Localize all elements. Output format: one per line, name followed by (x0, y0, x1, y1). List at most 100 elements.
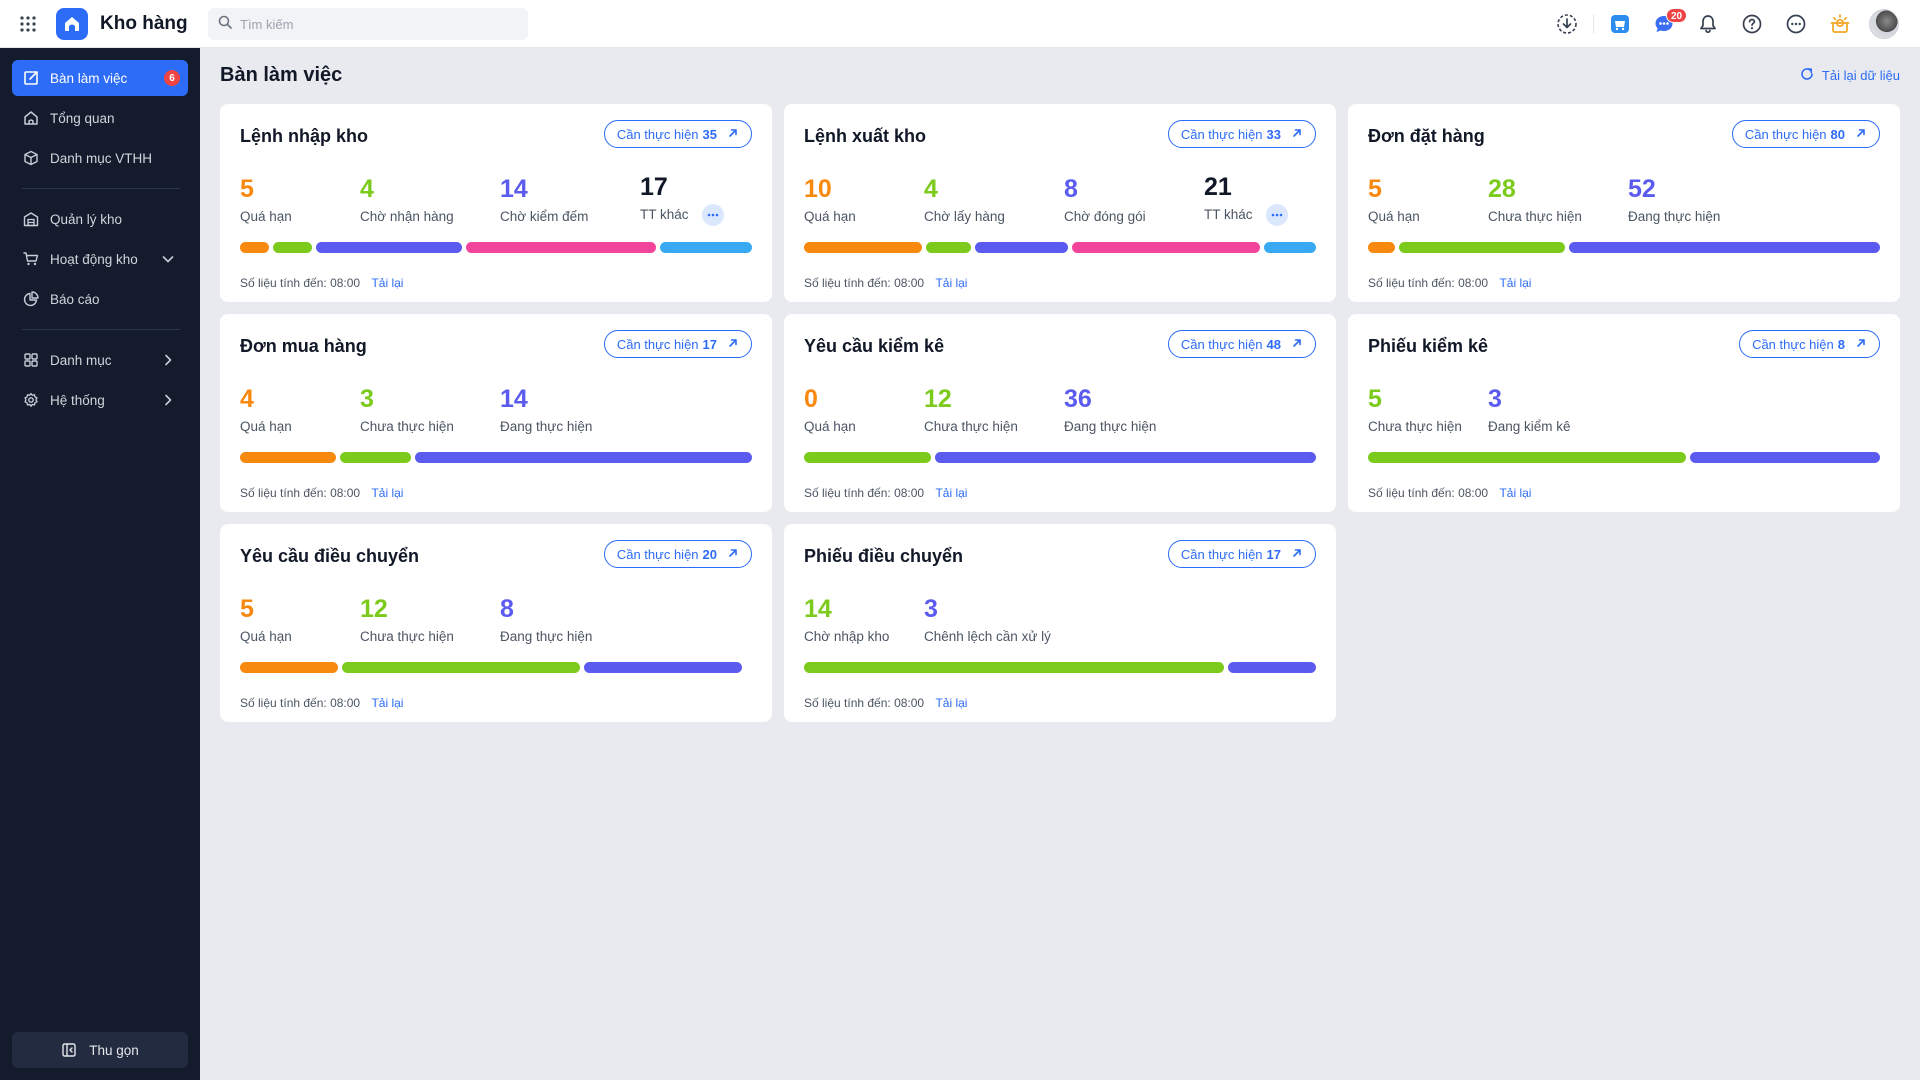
reload-link[interactable]: Tải lại (935, 276, 968, 290)
todo-button[interactable]: Cần thực hiện 8 (1739, 330, 1880, 358)
more-options-icon[interactable] (1774, 0, 1818, 48)
reload-link[interactable]: Tải lại (935, 696, 968, 710)
stat-value: 5 (1368, 175, 1382, 203)
sidebar-item-bao-cao[interactable]: Báo cáo (12, 281, 188, 317)
stat-dang-thuc-hien[interactable]: 14 Đang thực hiện (500, 384, 592, 434)
store-icon[interactable] (1598, 0, 1642, 48)
card-title: Lệnh xuất kho (804, 126, 927, 146)
stat-label: TT khác (640, 207, 689, 222)
bell-icon[interactable] (1686, 0, 1730, 48)
stat-dang-thuc-hien[interactable]: 36 Đang thực hiện (1064, 384, 1156, 434)
stat-value: 5 (240, 175, 254, 203)
stat-dang-thuc-hien[interactable]: 8 Đang thực hiện (500, 594, 592, 644)
more-icon[interactable] (702, 204, 724, 226)
reload-link[interactable]: Tải lại (1499, 486, 1532, 500)
sidebar-item-hoat-dong-kho[interactable]: Hoạt động kho (12, 241, 188, 277)
stat-qua-han[interactable]: 4 Quá hạn (240, 384, 292, 434)
arrow-up-right-icon (1845, 337, 1867, 352)
stat-value: 14 (804, 595, 832, 623)
stat-chenh-lech-can-xu-ly[interactable]: 3 Chênh lệch cần xử lý (924, 594, 1051, 644)
todo-button[interactable]: Cần thực hiện 48 (1167, 330, 1316, 358)
stat-value: 0 (804, 385, 818, 413)
search-input[interactable] (240, 16, 510, 32)
help-icon[interactable] (1730, 0, 1774, 48)
stat-value: 4 (360, 175, 374, 203)
todo-button[interactable]: Cần thực hiện 33 (1167, 120, 1316, 148)
todo-count: 80 (1830, 126, 1845, 142)
user-avatar[interactable] (1862, 0, 1906, 48)
stat-tt-khac[interactable]: 21 TT khác (1204, 172, 1253, 222)
stat-value: 4 (240, 385, 254, 413)
stat-dang-thuc-hien[interactable]: 52 Đang thực hiện (1628, 174, 1720, 224)
reload-all-button[interactable]: Tải lại dữ liệu (1800, 67, 1900, 84)
stat-label: Chưa thực hiện (1488, 209, 1582, 224)
bar-segment-dang-thuc-hien (415, 452, 752, 463)
stat-value: 17 (640, 173, 668, 201)
stat-chua-thuc-hien[interactable]: 5 Chưa thực hiện (1368, 384, 1462, 434)
card-footer: Số liệu tính đến: 08:00 Tải lại (804, 276, 967, 290)
bar-segment-chua-thuc-hien (1399, 242, 1565, 253)
todo-label: Cần thực hiện (1752, 336, 1834, 352)
reload-link[interactable]: Tải lại (1499, 276, 1532, 290)
todo-button[interactable]: Cần thực hiện 17 (603, 330, 752, 358)
card-footer: Số liệu tính đến: 08:00 Tải lại (240, 486, 403, 500)
todo-button[interactable]: Cần thực hiện 20 (603, 540, 752, 568)
stat-tt-khac[interactable]: 17 TT khác (640, 172, 689, 222)
reload-link[interactable]: Tải lại (371, 276, 404, 290)
sidebar-item-danh-muc[interactable]: Danh mục (12, 342, 188, 378)
stat-cho-nhap-kho[interactable]: 14 Chờ nhập kho (804, 594, 889, 644)
avatar-image (1869, 9, 1899, 39)
bar-segment-cho-nhap-kho (804, 662, 1224, 673)
stat-value: 3 (360, 385, 374, 413)
search-box[interactable] (208, 8, 528, 40)
stat-qua-han[interactable]: 5 Quá hạn (1368, 174, 1420, 224)
chat-icon[interactable]: 20 (1642, 0, 1688, 48)
stat-label: Quá hạn (240, 629, 292, 644)
stat-dang-kiem-ke[interactable]: 3 Đang kiểm kê (1488, 384, 1571, 434)
app-logo-icon[interactable] (56, 7, 88, 40)
warehouse-icon (22, 210, 40, 228)
stat-cho-nhan-hang[interactable]: 4 Chờ nhận hàng (360, 174, 454, 224)
stat-label: Quá hạn (240, 419, 292, 434)
download-icon[interactable] (1545, 0, 1589, 48)
reload-link[interactable]: Tải lại (371, 696, 404, 710)
app-grid-icon[interactable] (14, 10, 42, 38)
sidebar-item-label: Danh mục (50, 352, 112, 368)
reload-link[interactable]: Tải lại (371, 486, 404, 500)
stat-chua-thuc-hien[interactable]: 28 Chưa thực hiện (1488, 174, 1582, 224)
sun-gift-icon[interactable] (1818, 0, 1862, 48)
stat-cho-lay-hang[interactable]: 4 Chờ lấy hàng (924, 174, 1005, 224)
stat-qua-han[interactable]: 5 Quá hạn (240, 594, 292, 644)
stat-value: 4 (924, 175, 938, 203)
stat-cho-kiem-dem[interactable]: 14 Chờ kiểm đếm (500, 174, 588, 224)
progress-bars (804, 662, 1316, 673)
sidebar-item-tong-quan[interactable]: Tổng quan (12, 100, 188, 136)
collapse-sidebar-button[interactable]: Thu gọn (12, 1032, 188, 1068)
sidebar-item-danh-muc-vthh[interactable]: Danh mục VTHH (12, 140, 188, 176)
stat-chua-thuc-hien[interactable]: 3 Chưa thực hiện (360, 384, 454, 434)
reload-link[interactable]: Tải lại (935, 486, 968, 500)
stat-qua-han[interactable]: 0 Quá hạn (804, 384, 856, 434)
stat-qua-han[interactable]: 10 Quá hạn (804, 174, 856, 224)
sidebar-item-ban-lam-viec[interactable]: Bàn làm việc 6 (12, 60, 188, 96)
todo-count: 20 (702, 546, 717, 562)
sidebar-item-quan-ly-kho[interactable]: Quản lý kho (12, 201, 188, 237)
stat-value: 21 (1204, 173, 1232, 201)
stat-qua-han[interactable]: 5 Quá hạn (240, 174, 292, 224)
updated-time: Số liệu tính đến: 08:00 (240, 486, 361, 500)
todo-button[interactable]: Cần thực hiện 80 (1731, 120, 1880, 148)
stat-label: Quá hạn (240, 209, 292, 224)
stat-chua-thuc-hien[interactable]: 12 Chưa thực hiện (360, 594, 454, 644)
bar-segment-cho-lay-hang (926, 242, 971, 253)
more-icon[interactable] (1266, 204, 1288, 226)
todo-button[interactable]: Cần thực hiện 35 (603, 120, 752, 148)
updated-time: Số liệu tính đến: 08:00 (240, 276, 361, 290)
todo-button[interactable]: Cần thực hiện 17 (1167, 540, 1316, 568)
todo-label: Cần thực hiện (1744, 126, 1827, 142)
arrow-up-right-icon (717, 127, 739, 142)
stat-cho-dong-goi[interactable]: 8 Chờ đóng gói (1064, 174, 1146, 224)
sidebar-item-he-thong[interactable]: Hệ thống (12, 382, 188, 418)
stat-chua-thuc-hien[interactable]: 12 Chưa thực hiện (924, 384, 1018, 434)
updated-time: Số liệu tính đến: 08:00 (804, 276, 925, 290)
updated-time: Số liệu tính đến: 08:00 (804, 696, 925, 710)
